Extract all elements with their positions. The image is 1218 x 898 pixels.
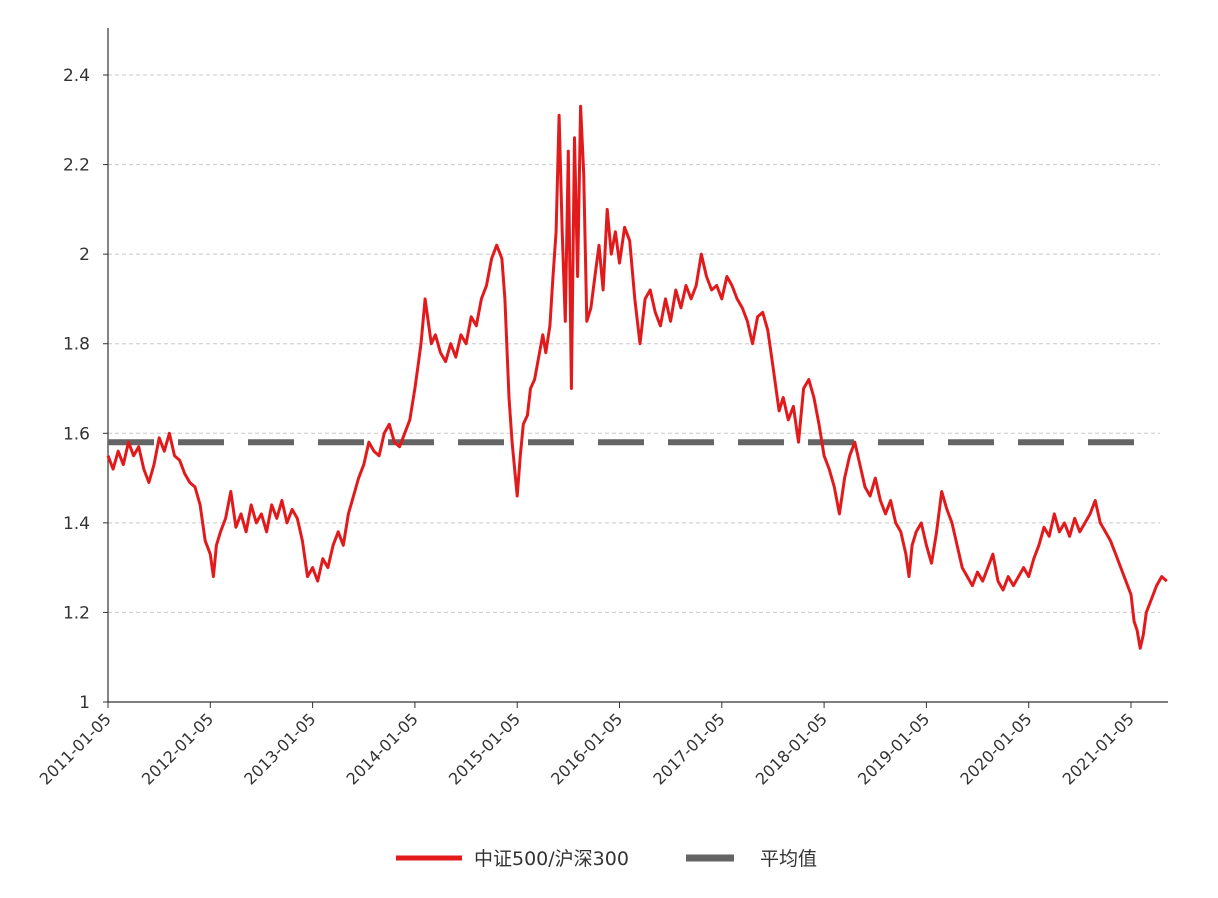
x-tick-label: 2012-01-05 — [138, 709, 217, 788]
x-tick-label: 2014-01-05 — [343, 709, 422, 788]
x-axis-ticks: 2011-01-05 2012-01-05 2013-01-05 2014-01-05… — [36, 702, 1138, 789]
y-tick-label: 2.2 — [63, 156, 90, 176]
y-tick-label: 2.4 — [63, 66, 90, 86]
y-axis-ticks: 1 1.2 1.4 1.6 1.8 2 2.2 2.4 — [63, 66, 108, 713]
gridlines — [108, 74, 1160, 613]
x-tick-label: 2016-01-05 — [547, 709, 626, 788]
series-layer — [106, 104, 1168, 650]
x-tick-label: 2015-01-05 — [445, 709, 524, 788]
x-tick-label: 2013-01-05 — [240, 709, 319, 788]
series-ratio-line — [106, 104, 1168, 650]
x-tick-label: 2021-01-05 — [1059, 709, 1138, 788]
legend-label-average: 平均值 — [760, 848, 817, 870]
legend: 中证500/沪深300 平均值 — [396, 848, 817, 870]
x-tick-label: 2018-01-05 — [752, 709, 831, 788]
legend-label-ratio: 中证500/沪深300 — [474, 848, 629, 870]
y-tick-label: 1.4 — [63, 514, 90, 534]
x-tick-label: 2019-01-05 — [854, 709, 933, 788]
y-tick-label: 1.6 — [63, 424, 90, 444]
x-tick-label: 2017-01-05 — [649, 709, 728, 788]
y-tick-label: 1.2 — [63, 603, 90, 623]
x-tick-label: 2020-01-05 — [956, 709, 1035, 788]
y-tick-label: 1.8 — [63, 335, 90, 355]
y-tick-label: 2 — [79, 245, 90, 265]
y-tick-label: 1 — [79, 693, 90, 713]
x-tick-label: 2011-01-05 — [36, 709, 115, 788]
